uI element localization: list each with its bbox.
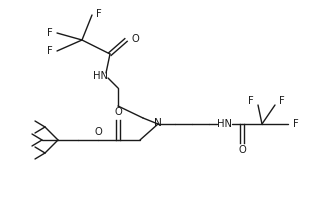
Text: F: F [47, 46, 53, 56]
Text: N: N [154, 118, 162, 128]
Text: O: O [114, 107, 122, 117]
Text: O: O [94, 127, 102, 137]
Text: F: F [279, 96, 285, 106]
Text: HN: HN [217, 119, 231, 129]
Text: F: F [47, 28, 53, 38]
Text: F: F [96, 9, 102, 19]
Text: F: F [248, 96, 254, 106]
Text: O: O [132, 34, 140, 44]
Text: O: O [238, 145, 246, 155]
Text: HN: HN [92, 71, 108, 81]
Text: F: F [293, 119, 299, 129]
